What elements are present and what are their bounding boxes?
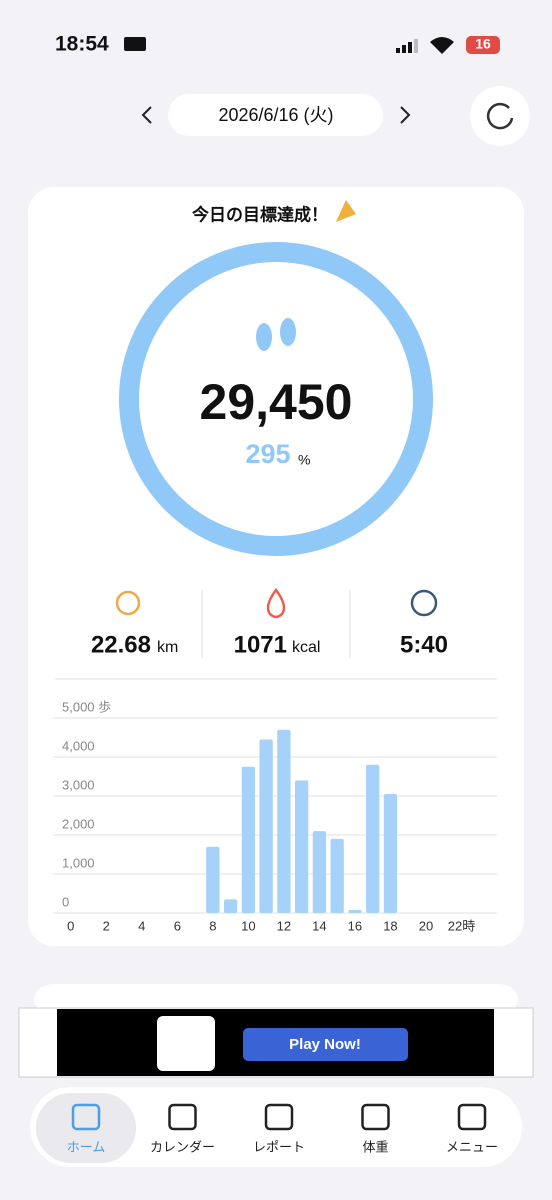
x-tick-label: 8	[209, 918, 216, 933]
bar	[277, 729, 291, 913]
bar	[366, 764, 380, 913]
prev-day[interactable]	[141, 106, 152, 124]
y-tick-label: 2,000	[62, 816, 95, 831]
progress-ring	[119, 242, 433, 556]
refresh-icon	[486, 102, 514, 130]
bar	[312, 831, 327, 913]
date-pill[interactable]	[168, 94, 383, 136]
x-tick-label: 6	[174, 918, 181, 933]
ad-logo	[157, 1016, 215, 1071]
calories: 1071	[234, 631, 287, 658]
percent: 295	[245, 439, 290, 469]
nav-icon[interactable]	[168, 1103, 197, 1131]
nav-label[interactable]: カレンダー	[150, 1139, 215, 1154]
date: 2026/6/16 (火)	[218, 105, 333, 125]
calories-unit: kcal	[292, 639, 320, 656]
nav-label[interactable]: 体重	[362, 1139, 388, 1154]
x-tick-label: 0	[67, 918, 74, 933]
x-tick-label: 22時	[448, 918, 475, 933]
x-tick-label: 20	[419, 918, 433, 933]
duration: 5:40	[400, 631, 448, 658]
x-tick-label: 18	[383, 918, 397, 933]
distance-unit: km	[157, 639, 178, 656]
steps-icon	[256, 318, 296, 351]
next-card	[34, 984, 518, 1014]
bar	[206, 846, 220, 913]
party-icon	[336, 200, 356, 222]
ad-button-label: Play Now!	[289, 1036, 361, 1053]
summary-card	[28, 187, 524, 946]
x-tick-label: 16	[348, 918, 362, 933]
nav-icon[interactable]	[264, 1103, 294, 1131]
distance: 22.68	[91, 631, 151, 658]
y-tick-label: 3,000	[62, 777, 95, 792]
sleep-icon	[124, 37, 146, 51]
refresh-button[interactable]	[470, 86, 530, 146]
bar	[348, 909, 362, 913]
ad-button[interactable]	[243, 1028, 408, 1061]
next-day[interactable]	[400, 106, 411, 124]
nav-label[interactable]: レポート	[253, 1139, 305, 1154]
goal-title: 今日の目標達成！	[192, 204, 328, 224]
x-tick-label: 10	[241, 918, 255, 933]
bar	[259, 739, 273, 913]
nav-icon[interactable]	[361, 1103, 390, 1131]
signal-icon	[396, 39, 418, 53]
x-tick-label: 2	[103, 918, 110, 933]
y-tick-label: 1,000	[62, 855, 95, 870]
x-tick-label: 14	[312, 918, 326, 933]
nav-label[interactable]: メニュー	[446, 1139, 498, 1154]
nav-label[interactable]: ホーム	[67, 1139, 106, 1154]
bar	[223, 899, 238, 913]
bar	[330, 838, 344, 913]
bottom-nav	[30, 1087, 522, 1167]
hourly-chart: 0 1,000 2,000 3,000 4,000 5,000 歩 0 2 4 6 8 10 12 14 1…	[53, 699, 497, 933]
fire-icon	[266, 587, 286, 619]
step-count: 29,450	[200, 374, 353, 430]
clock: 18:54	[55, 33, 109, 56]
x-tick-label: 12	[277, 918, 291, 933]
location-icon	[115, 590, 141, 616]
y-tick-label: 0	[62, 894, 69, 909]
bar	[383, 794, 398, 913]
nav-icon[interactable]	[71, 1103, 101, 1131]
battery	[466, 36, 500, 54]
wifi-icon	[430, 37, 454, 54]
y-tick-label: 5,000 歩	[62, 699, 111, 714]
bar	[294, 780, 309, 913]
battery-level: 16	[475, 36, 491, 52]
percent-unit: %	[298, 452, 310, 468]
x-tick-label: 4	[138, 918, 145, 933]
nav-icon[interactable]	[457, 1103, 487, 1131]
bar	[241, 766, 256, 913]
y-tick-label: 4,000	[62, 738, 95, 753]
clock-icon	[410, 589, 438, 617]
